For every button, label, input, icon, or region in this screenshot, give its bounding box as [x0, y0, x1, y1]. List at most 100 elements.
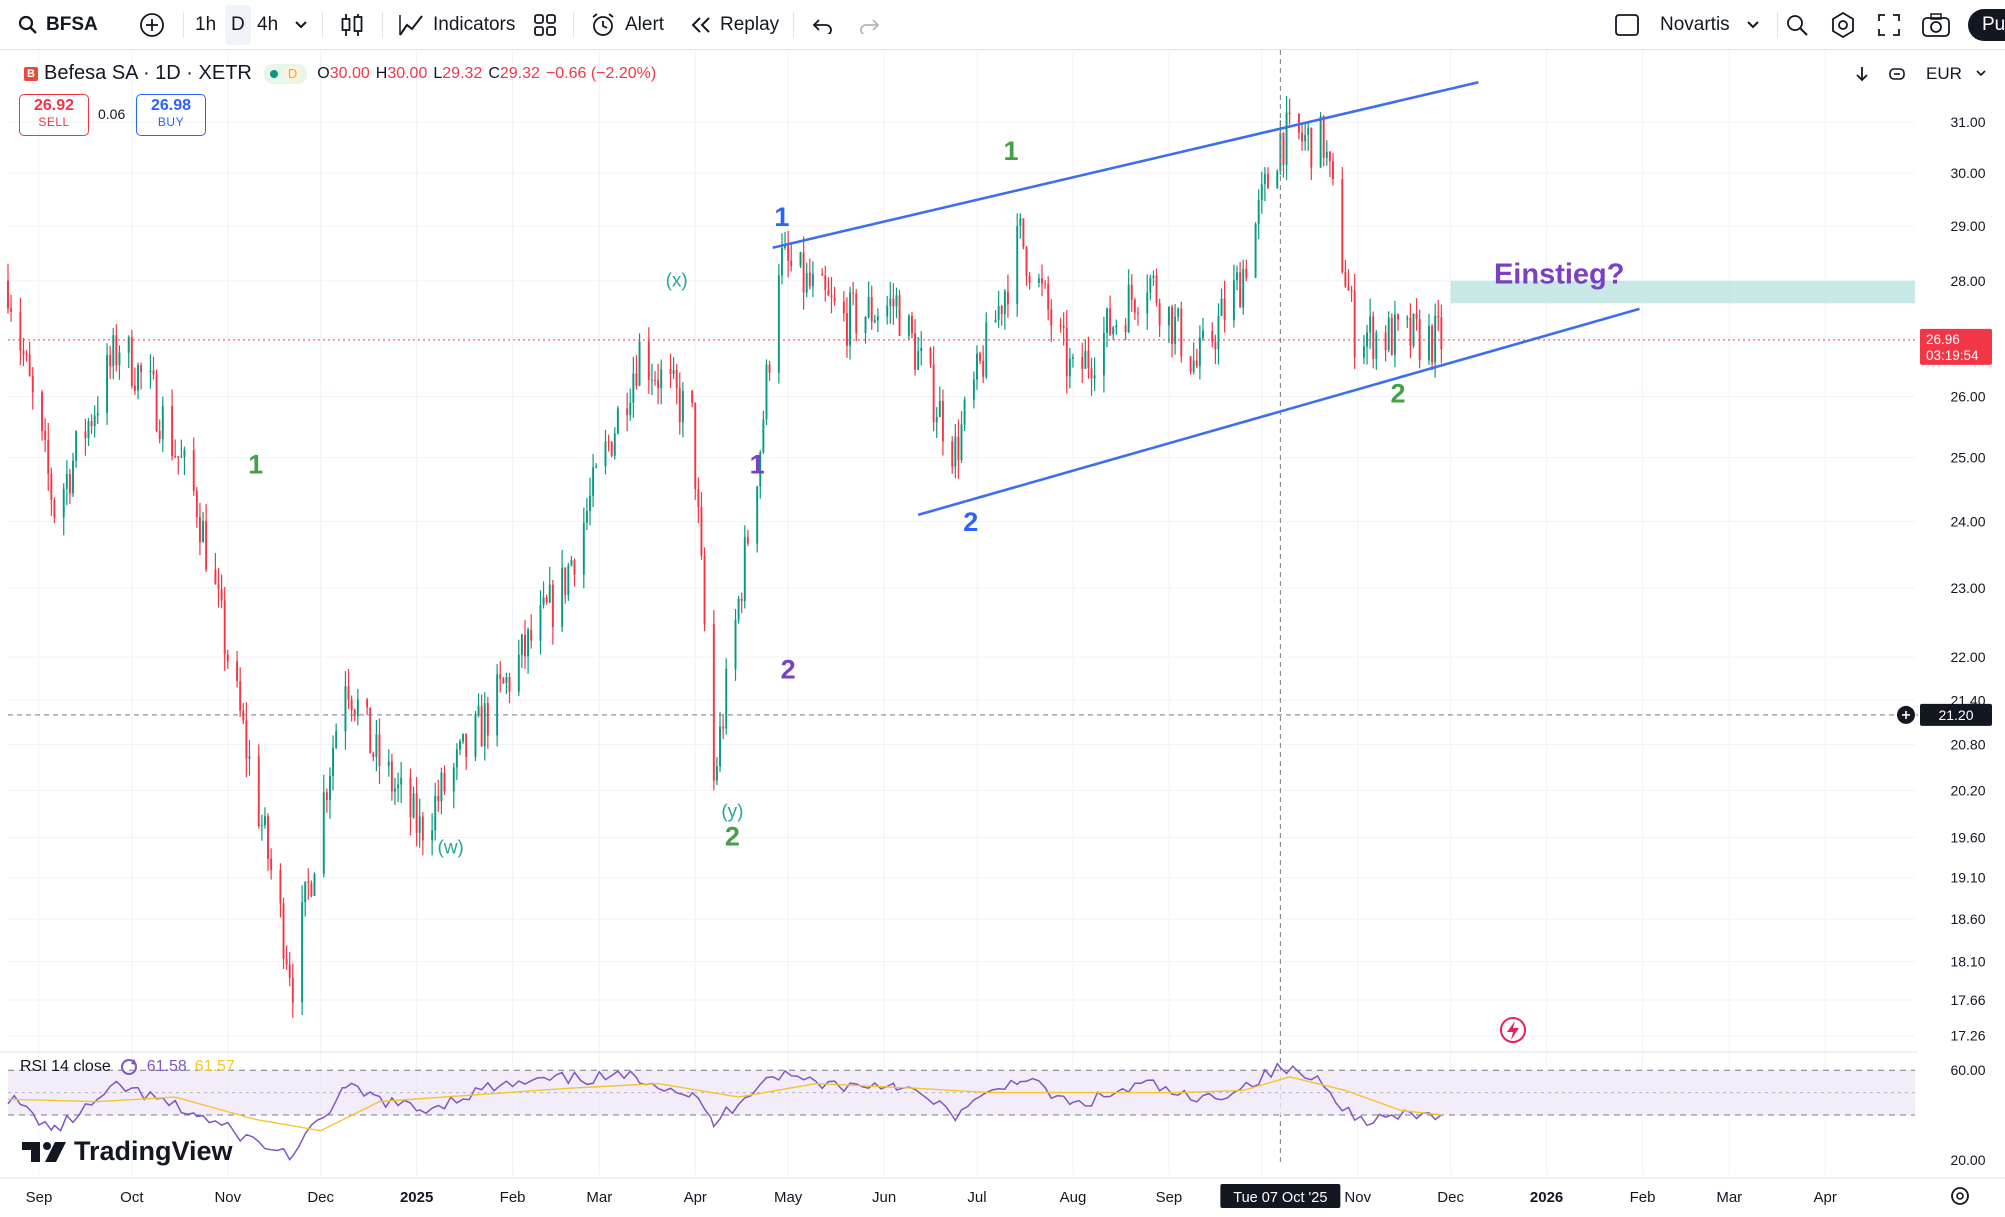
- candle: [570, 555, 573, 567]
- candle: [985, 312, 988, 380]
- candle-body: [1239, 272, 1242, 308]
- undo-button[interactable]: [812, 0, 834, 50]
- candle-body: [1016, 225, 1019, 305]
- channel-lower-line[interactable]: [917, 307, 1640, 517]
- candle-body: [1059, 325, 1062, 327]
- alert-button[interactable]: Alert: [590, 0, 664, 50]
- candle-body: [737, 598, 740, 620]
- candle-body: [220, 588, 223, 601]
- candle-body: [542, 597, 545, 605]
- price-series: [7, 96, 1443, 1018]
- candle-body: [72, 460, 74, 494]
- rsi-legend: RSI 14 close 61.58 61.57: [20, 1057, 235, 1077]
- candle: [530, 614, 533, 649]
- settings-button[interactable]: [1830, 0, 1856, 50]
- indicators-button[interactable]: Indicators: [398, 0, 515, 50]
- candle: [886, 295, 889, 325]
- interval-d[interactable]: D: [225, 5, 251, 45]
- candle-body: [607, 441, 610, 443]
- spread-value: 0.06: [98, 106, 126, 122]
- channel-upper-line[interactable]: [772, 80, 1479, 250]
- candle: [830, 276, 833, 314]
- layouts-button[interactable]: [533, 0, 557, 50]
- candle: [1102, 316, 1105, 393]
- candle: [62, 483, 65, 536]
- candle: [310, 880, 313, 898]
- publish-button[interactable]: Pu: [1968, 9, 2005, 41]
- candle-body: [1198, 337, 1201, 366]
- fullscreen-button[interactable]: [1877, 0, 1901, 50]
- sell-button[interactable]: 26.92 SELL: [19, 94, 89, 136]
- candle-body: [325, 792, 328, 801]
- tradingview-logo[interactable]: TradingView: [22, 1136, 233, 1167]
- candle: [96, 396, 99, 424]
- axis-settings-gear-icon[interactable]: [1951, 1187, 1969, 1205]
- search-spark-icon: [1787, 15, 1808, 36]
- chart-type-button[interactable]: [340, 0, 364, 50]
- symbol-legend: B Befesa SA · 1D · XETR D O30.00 H30.00 …: [24, 62, 656, 85]
- lightning-alert-icon[interactable]: [1500, 1017, 1526, 1043]
- candle-body: [1180, 308, 1183, 357]
- candle-body: [1022, 218, 1025, 248]
- candle: [551, 579, 554, 645]
- candle: [842, 291, 845, 322]
- download-button[interactable]: [1848, 60, 1876, 88]
- candle: [409, 768, 412, 836]
- add-alert-plus-icon[interactable]: [1897, 705, 1915, 724]
- candle: [1297, 112, 1300, 140]
- candle-body: [589, 495, 591, 511]
- redo-icon: [860, 19, 880, 34]
- candle-body: [1232, 280, 1235, 321]
- candle: [90, 414, 93, 434]
- candle: [465, 733, 468, 771]
- candle: [87, 418, 90, 446]
- time-tick-label: Oct: [120, 1189, 144, 1206]
- market-status-badge[interactable]: D: [263, 63, 308, 84]
- symbol-search[interactable]: BFSA: [18, 0, 98, 50]
- candle-body: [202, 521, 204, 542]
- time-tick-label: May: [774, 1189, 803, 1206]
- candle: [1242, 259, 1245, 315]
- interval-dropdown[interactable]: [294, 0, 308, 50]
- candle-body: [1307, 128, 1310, 135]
- snapshot-button[interactable]: [1922, 0, 1950, 50]
- refresh-icon[interactable]: [119, 1057, 139, 1077]
- candle: [1022, 218, 1025, 250]
- redo-button[interactable]: [858, 0, 880, 50]
- candle-body: [873, 320, 876, 322]
- delayed-badge: D: [283, 66, 302, 81]
- candle: [1106, 307, 1108, 348]
- candle: [1332, 152, 1334, 186]
- interval-1h[interactable]: 1h: [195, 14, 217, 35]
- candle-body: [1136, 312, 1139, 314]
- replay-button[interactable]: Replay: [690, 0, 779, 50]
- candle: [1437, 299, 1440, 332]
- candle-body: [350, 699, 353, 711]
- gear-icon: [1832, 12, 1854, 38]
- interval-4h[interactable]: 4h: [257, 14, 279, 35]
- candle-body: [1369, 316, 1372, 333]
- candle: [613, 427, 616, 460]
- candle: [780, 233, 783, 285]
- candle: [715, 757, 718, 786]
- add-symbol-button[interactable]: [139, 0, 165, 50]
- candle-body: [1155, 275, 1158, 303]
- candle: [784, 231, 787, 251]
- candle: [1093, 357, 1096, 391]
- quick-search-button[interactable]: [1784, 0, 1810, 50]
- candle-body: [719, 726, 721, 767]
- candle-body: [1133, 299, 1136, 313]
- candle-body: [452, 767, 455, 792]
- candle-body: [1192, 360, 1195, 372]
- price-axis[interactable]: [1918, 50, 2005, 1178]
- candle-body: [1437, 315, 1440, 318]
- currency-select[interactable]: EUR: [1920, 60, 1992, 88]
- candle-body: [155, 374, 158, 431]
- candle-body: [1130, 284, 1133, 300]
- sync-button[interactable]: [1883, 60, 1911, 88]
- compare-symbol-button[interactable]: Novartis: [1615, 0, 1760, 50]
- candle-body: [480, 706, 483, 747]
- buy-button[interactable]: 26.98 BUY: [136, 94, 206, 136]
